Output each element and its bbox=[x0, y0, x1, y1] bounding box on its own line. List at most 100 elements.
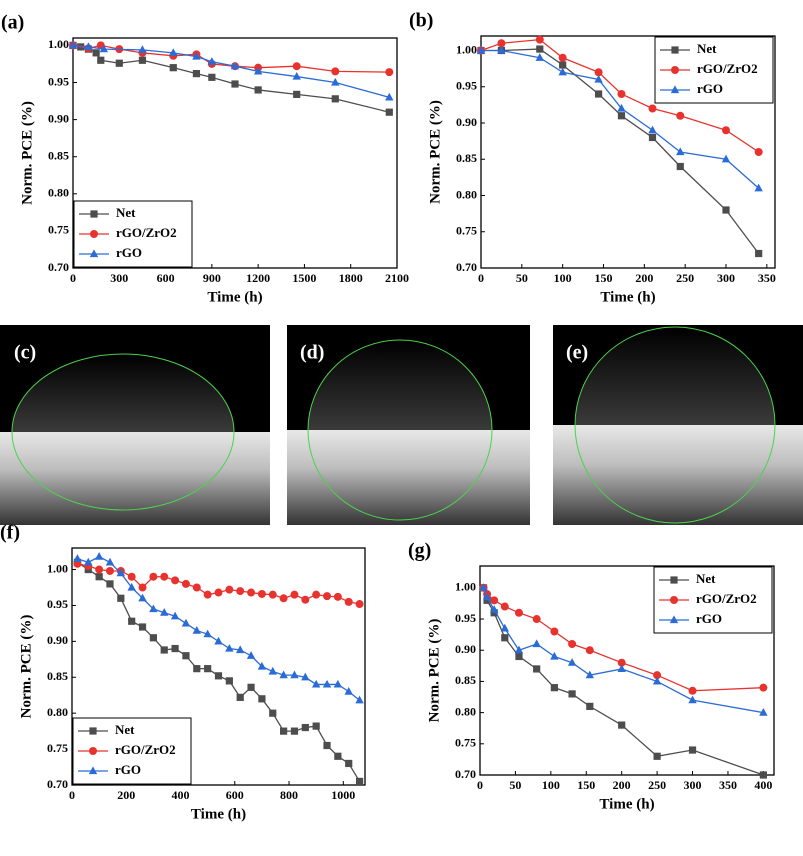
y-tick-label: 0.70 bbox=[456, 260, 477, 274]
y-tick-label: 0.70 bbox=[47, 777, 68, 791]
x-tick-label: 150 bbox=[595, 271, 613, 285]
x-tick-label: 100 bbox=[542, 778, 560, 792]
marker bbox=[550, 684, 558, 692]
marker bbox=[648, 125, 657, 134]
legend-label: Net bbox=[115, 722, 135, 737]
marker bbox=[345, 759, 353, 768]
marker bbox=[558, 67, 567, 76]
marker bbox=[648, 104, 657, 113]
x-tick-label: 400 bbox=[172, 788, 190, 802]
marker bbox=[595, 90, 603, 98]
marker bbox=[301, 595, 310, 604]
legend-label: rGO/ZrO2 bbox=[115, 742, 176, 757]
x-tick-label: 200 bbox=[613, 778, 631, 792]
marker bbox=[293, 90, 301, 98]
legend-marker bbox=[89, 727, 97, 735]
legend: Net rGO/ZrO2 rGO bbox=[653, 566, 773, 634]
panel-label: (f) bbox=[0, 522, 20, 544]
marker bbox=[535, 35, 544, 44]
marker bbox=[479, 583, 488, 591]
x-tick-label: 350 bbox=[719, 778, 737, 792]
marker bbox=[344, 687, 353, 695]
panel-label: (c) bbox=[14, 342, 36, 364]
marker bbox=[128, 617, 136, 625]
legend-label: Net bbox=[697, 41, 717, 56]
marker bbox=[203, 629, 212, 638]
marker bbox=[482, 592, 492, 601]
marker bbox=[138, 623, 147, 631]
marker bbox=[105, 557, 115, 566]
marker bbox=[355, 695, 364, 704]
marker bbox=[99, 44, 109, 53]
marker bbox=[127, 582, 136, 591]
marker bbox=[94, 552, 104, 560]
marker bbox=[754, 148, 763, 156]
x-tick-label: 300 bbox=[110, 271, 128, 285]
legend-marker bbox=[670, 576, 678, 584]
marker bbox=[688, 746, 697, 754]
x-tick-label: 200 bbox=[117, 788, 135, 802]
marker bbox=[594, 74, 603, 83]
marker bbox=[385, 108, 393, 116]
marker bbox=[254, 86, 262, 94]
marker bbox=[617, 112, 626, 120]
marker bbox=[483, 596, 491, 604]
marker bbox=[323, 592, 332, 601]
marker bbox=[290, 727, 299, 735]
marker bbox=[192, 625, 201, 634]
legend-marker bbox=[88, 766, 98, 775]
legend-marker bbox=[90, 210, 98, 218]
panel-label: (d) bbox=[300, 342, 324, 364]
marker bbox=[117, 594, 125, 602]
y-tick-label: 0.95 bbox=[455, 611, 476, 625]
photo-d: (d) bbox=[287, 325, 530, 525]
marker bbox=[192, 70, 201, 78]
marker bbox=[290, 590, 299, 599]
marker bbox=[149, 572, 158, 581]
marker bbox=[490, 596, 499, 605]
substrate bbox=[287, 430, 530, 525]
marker bbox=[585, 670, 595, 679]
marker bbox=[617, 90, 626, 98]
y-tick-label: 0.90 bbox=[456, 115, 477, 129]
x-tick-label: 1000 bbox=[331, 788, 355, 802]
legend-marker bbox=[670, 85, 680, 94]
legend-marker bbox=[89, 249, 99, 258]
series-line bbox=[481, 48, 760, 254]
marker bbox=[355, 600, 364, 609]
contact-fit bbox=[307, 339, 493, 521]
marker bbox=[268, 666, 277, 675]
marker bbox=[653, 671, 662, 680]
marker bbox=[755, 249, 763, 258]
x-tick-label: 900 bbox=[203, 271, 221, 285]
x-axis-title: Time (h) bbox=[600, 289, 655, 305]
marker bbox=[501, 634, 509, 642]
marker bbox=[253, 66, 263, 75]
photo-e: (e) bbox=[553, 325, 803, 525]
marker bbox=[333, 592, 342, 601]
marker bbox=[688, 695, 697, 704]
substrate bbox=[553, 425, 803, 525]
marker bbox=[258, 695, 266, 703]
legend-label: rGO/ZrO2 bbox=[697, 61, 758, 76]
marker bbox=[95, 573, 103, 581]
marker bbox=[331, 77, 340, 86]
x-tick-label: 150 bbox=[577, 778, 595, 792]
marker bbox=[236, 693, 244, 701]
marker bbox=[171, 576, 180, 585]
legend: Net rGO/ZrO2 rGO bbox=[654, 36, 774, 104]
x-tick-label: 200 bbox=[635, 271, 653, 285]
marker bbox=[279, 594, 288, 603]
marker bbox=[550, 651, 559, 660]
marker bbox=[160, 608, 169, 616]
plot-frame bbox=[72, 37, 398, 269]
contact-fit bbox=[11, 353, 235, 511]
marker bbox=[169, 48, 178, 56]
marker bbox=[617, 664, 626, 673]
marker bbox=[203, 590, 212, 599]
x-tick-label: 100 bbox=[554, 271, 572, 285]
marker bbox=[558, 53, 567, 62]
marker bbox=[536, 45, 544, 53]
marker bbox=[160, 646, 168, 654]
